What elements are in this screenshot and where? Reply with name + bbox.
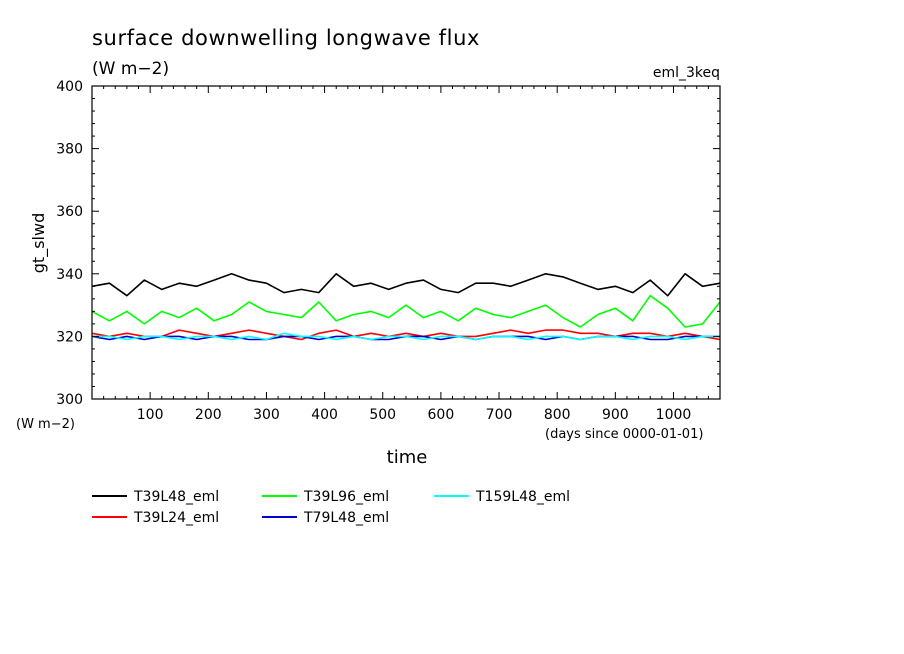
- series-layer: [91, 272, 721, 341]
- legend: T39L48_eml T39L24_eml T39L96_eml T79L48_eml…: [92, 489, 570, 526]
- legend-label: T39L96_eml: [303, 489, 389, 505]
- experiment-label: eml_3keq: [653, 65, 720, 81]
- y-tick-label: 340: [56, 267, 83, 283]
- y-tick-label: 320: [56, 329, 83, 345]
- y-tick-label: 380: [56, 142, 83, 158]
- y-tick-label: 360: [56, 204, 83, 220]
- legend-label: T39L24_eml: [133, 510, 219, 526]
- series-line-5: [92, 332, 720, 341]
- legend-label: T79L48_eml: [303, 510, 389, 526]
- x-tick-label: 100: [137, 407, 164, 423]
- y-tick-label: 400: [56, 79, 83, 95]
- x-axis-label: time: [387, 447, 428, 468]
- x-tick-label: 800: [544, 407, 571, 423]
- x-tick-label: 500: [369, 407, 396, 423]
- x-tick-label: 900: [602, 407, 629, 423]
- legend-label: T39L48_eml: [133, 489, 219, 505]
- chart-title: surface downwelling longwave flux: [92, 26, 480, 50]
- x-tick-label: 300: [253, 407, 280, 423]
- x-tick-label: 200: [195, 407, 222, 423]
- x-tick-label: 1000: [656, 407, 692, 423]
- axis-layer: 100 200 300 400 500 600 700 800 900 1000 300 320 340…: [56, 79, 721, 423]
- plot-frame: [91, 85, 721, 400]
- legend-label: T159L48_eml: [475, 489, 570, 505]
- y-axis-label: gt_slwd: [29, 213, 49, 273]
- series-line-3: [91, 294, 721, 328]
- y-unit-label: (W m−2): [16, 417, 75, 432]
- chart-subtitle: (W m−2): [92, 59, 169, 79]
- x-tick-label: 400: [311, 407, 338, 423]
- x-unit-label: (days since 0000-01-01): [545, 427, 703, 442]
- y-tick-label: 300: [56, 392, 83, 408]
- series-line-1: [91, 272, 721, 297]
- x-tick-label: 700: [486, 407, 513, 423]
- x-tick-label: 600: [428, 407, 455, 423]
